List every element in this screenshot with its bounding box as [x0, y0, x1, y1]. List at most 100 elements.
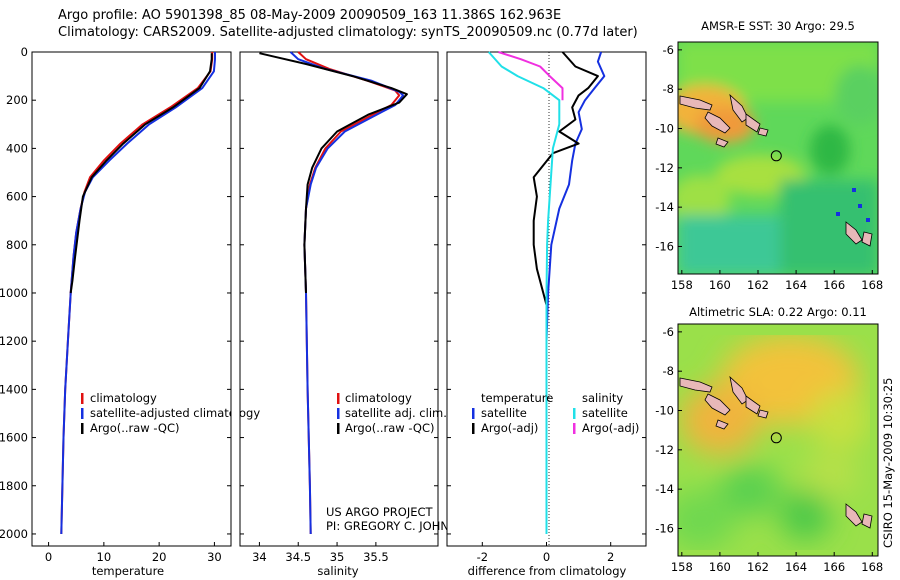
sst-map-frame: [677, 41, 879, 275]
legend-swatch-sal-argo: [573, 423, 576, 434]
project-credit-line2: PI: GREGORY C. JOHNSON: [326, 519, 474, 533]
map-x-tick-label: 158: [671, 560, 693, 574]
y-tick-label: 600: [6, 190, 28, 204]
legend-swatch-argo: [81, 423, 84, 434]
series-line-salinity-satellite: [487, 51, 561, 534]
map-x-tick-label: 166: [823, 278, 845, 292]
legend-label: climatology: [90, 391, 157, 405]
legend-label: climatology: [345, 391, 412, 405]
y-tick-label: 400: [6, 141, 28, 155]
series-line-argo-raw-qc-: [69, 53, 213, 294]
x-tick-label: 35: [330, 550, 345, 564]
legend-swatch-climatology: [81, 393, 84, 404]
legend-label: Argo(..raw -QC): [90, 421, 180, 435]
salinity-axes-box: [239, 51, 439, 547]
map-x-tick-label: 166: [823, 560, 845, 574]
temperature-legend: climatology satellite-adjusted climatolo…: [81, 391, 260, 435]
legend-swatch-sal-satellite: [573, 408, 576, 419]
x-tick-label: 2: [607, 550, 614, 564]
y-tick-label: 1000: [0, 286, 28, 300]
map-y-tick-label: -10: [655, 404, 674, 418]
map-y-tick-label: -14: [655, 200, 674, 214]
legend-label: satellite adj. clim.: [345, 406, 447, 420]
series-line-temperature-argo-adj-: [532, 51, 599, 306]
map-x-tick-label: 168: [861, 278, 883, 292]
x-tick-label: 0: [45, 550, 52, 564]
legend-swatch-satellite: [81, 408, 84, 419]
x-tick-label: 10: [97, 550, 112, 564]
map-y-tick-label: -6: [663, 325, 674, 339]
salinity-panel: 34 34.5 35 35.5 salinity US ARGO PROJECT PI…: [239, 51, 474, 578]
salinity-legend: climatology satellite adj. clim. Argo(..…: [337, 391, 447, 435]
x-tick-label: 35.5: [363, 550, 389, 564]
map-y-tick-label: -10: [655, 122, 674, 136]
sla-float-marker: [770, 432, 782, 444]
map-y-tick-label: -16: [655, 521, 674, 535]
sla-map-panel: Altimetric SLA: 0.22 Argo: 0.11: [655, 305, 883, 574]
difference-legend: temperature satellite Argo(-adj) salinit…: [472, 391, 639, 435]
legend-swatch-temp-argo: [472, 423, 475, 434]
map-y-tick-label: -8: [663, 364, 674, 378]
sst-map-title: AMSR-E SST: 30 Argo: 29.5: [701, 19, 855, 33]
map-y-tick-label: -14: [655, 482, 674, 496]
difference-panel: -2 0 2 difference from climatology: [446, 51, 647, 578]
sst-float-marker: [770, 150, 782, 162]
sst-map-panel: AMSR-E SST: 30 Argo: 29.5: [655, 19, 883, 292]
series-line-salinity-argo-adj-: [498, 51, 564, 101]
legend-swatch-satellite: [337, 408, 340, 419]
legend-swatch-temp-satellite: [472, 408, 475, 419]
map-x-tick-label: 158: [671, 278, 693, 292]
map-x-tick-label: 164: [785, 278, 807, 292]
x-tick-label: 30: [207, 550, 222, 564]
legend-label: satellite: [481, 406, 527, 420]
map-x-tick-label: 162: [747, 278, 769, 292]
map-y-tick-label: -12: [655, 443, 674, 457]
project-credit-line1: US ARGO PROJECT: [326, 505, 434, 519]
figure-title-line2: Climatology: CARS2009. Satellite-adjuste…: [58, 25, 638, 40]
map-x-tick-label: 168: [861, 560, 883, 574]
legend-swatch-climatology: [337, 393, 340, 404]
y-tick-label: 800: [6, 238, 28, 252]
sla-coastlines: [679, 375, 873, 529]
sla-map-title: Altimetric SLA: 0.22 Argo: 0.11: [689, 305, 867, 319]
series-line-temperature-satellite: [545, 51, 606, 534]
legend-label: satellite: [582, 406, 628, 420]
legend-group-title-temperature: temperature: [481, 391, 553, 405]
map-y-tick-label: -6: [663, 43, 674, 57]
sla-map-frame: [677, 323, 879, 557]
x-tick-label: 0: [543, 550, 550, 564]
x-tick-label: 34: [252, 550, 267, 564]
map-x-tick-label: 162: [747, 560, 769, 574]
y-tick-label: 1600: [0, 431, 28, 445]
y-tick-label: 1800: [0, 479, 28, 493]
map-x-tick-label: 160: [709, 278, 731, 292]
temperature-panel: 0 10 20 30 0 200 400 600 800 1000 1200 1400 1600 1800…: [0, 45, 232, 578]
sst-field: [678, 42, 878, 274]
timestamp-stamp: CSIRO 15-May-2009 10:30:25: [881, 377, 895, 549]
y-tick-label: 2000: [0, 527, 28, 541]
y-tick-label: 1400: [0, 382, 28, 396]
map-y-tick-label: -8: [663, 82, 674, 96]
x-tick-label: 20: [152, 550, 167, 564]
legend-group-title-salinity: salinity: [582, 391, 623, 405]
legend-label: Argo(..raw -QC): [345, 421, 435, 435]
figure-title-line1: Argo profile: AO 5901398_85 08-May-2009 …: [58, 8, 562, 23]
map-x-tick-label: 160: [709, 560, 731, 574]
salinity-xlabel: salinity: [317, 564, 358, 578]
legend-label: satellite-adjusted climatology: [90, 406, 260, 420]
series-line-argo-raw-qc-: [259, 52, 408, 294]
legend-clip-mask: [231, 390, 239, 440]
sla-field: [678, 324, 878, 556]
temperature-xlabel: temperature: [92, 564, 164, 578]
y-tick-label: 200: [6, 93, 28, 107]
sst-missing-pixels: [836, 188, 870, 222]
legend-label: Argo(-adj): [582, 421, 639, 435]
x-tick-label: 34.5: [285, 550, 311, 564]
map-y-tick-label: -12: [655, 161, 674, 175]
legend-label: Argo(-adj): [481, 421, 538, 435]
sst-coastlines: [679, 93, 873, 247]
y-tick-label: 0: [21, 45, 28, 59]
y-tick-label: 1200: [0, 334, 28, 348]
map-x-tick-label: 164: [785, 560, 807, 574]
